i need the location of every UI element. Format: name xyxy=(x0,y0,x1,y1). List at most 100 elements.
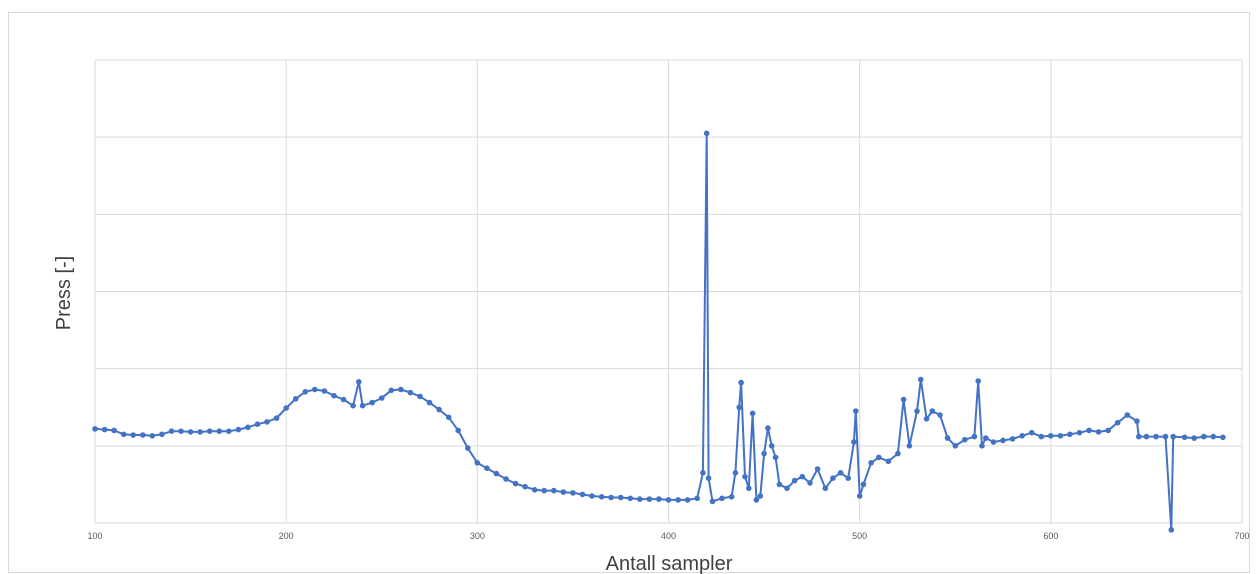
data-point xyxy=(407,389,414,396)
data-point xyxy=(1124,412,1131,418)
data-point xyxy=(551,487,557,494)
data-point xyxy=(807,480,813,486)
data-point xyxy=(656,496,662,502)
data-point xyxy=(302,389,309,395)
data-point xyxy=(784,485,790,492)
data-point xyxy=(675,497,681,503)
data-point xyxy=(484,465,490,472)
data-point xyxy=(149,433,156,439)
data-point xyxy=(761,450,767,457)
data-point xyxy=(1220,434,1226,441)
data-point xyxy=(1028,429,1035,436)
data-point xyxy=(321,388,328,394)
data-point xyxy=(388,387,395,394)
data-point xyxy=(983,435,989,441)
data-point xyxy=(694,495,700,502)
data-point xyxy=(356,379,362,385)
data-point xyxy=(226,428,232,435)
data-point xyxy=(206,428,213,435)
data-point xyxy=(512,480,519,487)
data-point xyxy=(962,436,968,443)
data-point xyxy=(598,494,605,500)
data-point xyxy=(541,487,547,494)
data-point xyxy=(765,425,771,431)
data-point xyxy=(579,491,586,498)
data-point xyxy=(111,427,117,434)
data-point xyxy=(860,481,867,488)
data-point xyxy=(436,406,442,413)
data-point xyxy=(990,439,997,445)
data-point xyxy=(283,405,290,411)
data-point xyxy=(979,443,985,449)
data-point xyxy=(101,426,108,433)
data-point xyxy=(350,402,356,409)
data-point xyxy=(1105,427,1111,434)
data-point xyxy=(1048,433,1054,439)
data-point xyxy=(776,481,783,488)
data-point xyxy=(1114,419,1121,426)
data-point xyxy=(589,493,595,499)
data-point xyxy=(617,494,624,501)
data-point xyxy=(465,445,471,451)
data-point xyxy=(822,485,829,492)
data-point xyxy=(331,392,337,399)
data-point xyxy=(522,483,528,490)
data-point xyxy=(918,376,924,383)
x-tick-label: 100 xyxy=(87,531,102,541)
data-point xyxy=(493,470,500,477)
data-point xyxy=(168,428,175,435)
data-point xyxy=(474,460,481,466)
data-point xyxy=(952,443,959,449)
data-point xyxy=(1076,429,1083,436)
data-point xyxy=(709,498,716,505)
data-point xyxy=(703,130,710,137)
data-point xyxy=(900,396,907,403)
data-point xyxy=(876,454,882,461)
data-point xyxy=(359,402,366,409)
data-point xyxy=(245,424,251,431)
x-tick-label: 200 xyxy=(279,531,294,541)
data-point xyxy=(398,386,404,393)
data-point xyxy=(130,432,136,438)
data-point xyxy=(914,408,920,414)
data-point xyxy=(665,497,672,503)
data-point xyxy=(1153,433,1159,440)
data-point xyxy=(830,475,836,482)
x-tick-labels: 100 200 300 400 500 600 700 xyxy=(87,531,1249,541)
data-point xyxy=(944,435,951,441)
data-point xyxy=(426,399,433,406)
data-point xyxy=(1009,436,1016,442)
data-point xyxy=(757,493,764,499)
data-point xyxy=(159,431,165,438)
data-point xyxy=(856,493,863,499)
data-point xyxy=(1095,429,1102,435)
data-point xyxy=(746,485,752,492)
data-point xyxy=(312,386,318,393)
data-point xyxy=(1201,433,1207,440)
series-layer xyxy=(92,130,1226,533)
data-point xyxy=(120,431,127,438)
series-line xyxy=(94,132,1223,531)
data-point xyxy=(799,473,806,480)
data-point xyxy=(1019,433,1025,439)
x-tick-label: 500 xyxy=(852,531,867,541)
data-point xyxy=(868,460,874,466)
data-point xyxy=(885,458,892,465)
data-point xyxy=(646,496,653,502)
data-point xyxy=(845,475,851,482)
data-point xyxy=(851,439,857,445)
data-point xyxy=(728,494,735,500)
data-point xyxy=(791,477,798,484)
x-tick-label: 400 xyxy=(661,531,676,541)
x-tick-label: 600 xyxy=(1043,531,1058,541)
data-point xyxy=(235,426,242,433)
gridlines xyxy=(94,59,1243,524)
data-point xyxy=(264,419,270,425)
data-point xyxy=(768,443,775,449)
data-point xyxy=(1136,433,1142,440)
data-point xyxy=(216,428,223,435)
data-point xyxy=(637,496,643,502)
data-point xyxy=(1067,431,1073,438)
data-point xyxy=(684,497,691,503)
